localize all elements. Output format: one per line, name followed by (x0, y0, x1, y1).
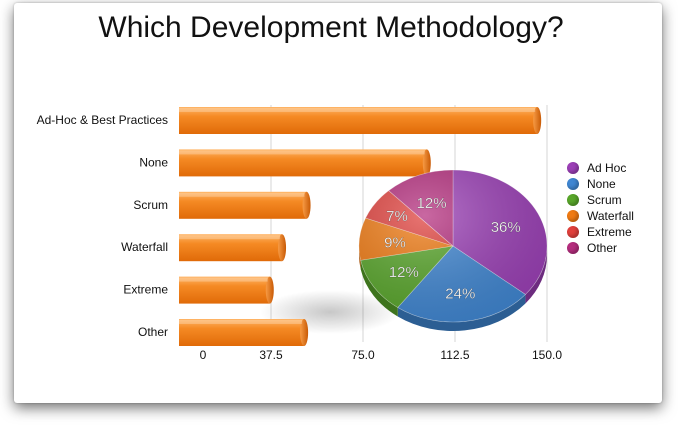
category-label: Waterfall (121, 240, 168, 254)
pie-chart (358, 169, 548, 331)
x-tick-label: 112.5 (440, 348, 469, 362)
pie-percent-label: 9% (384, 235, 406, 252)
legend-label: Scrum (587, 193, 622, 207)
bar-highlight (179, 320, 303, 324)
pie-percent-label: 24% (445, 286, 475, 303)
x-tick-label: 75.0 (351, 348, 375, 362)
bar-body (179, 149, 427, 177)
pie-percent-label: 12% (389, 264, 419, 281)
legend-entry: None (567, 176, 634, 192)
legend-swatch (567, 178, 579, 190)
bar (179, 191, 311, 219)
pie-percent-label: 7% (386, 208, 408, 225)
bar-cap (300, 319, 309, 346)
legend-label: None (587, 177, 616, 191)
legend-swatch (567, 210, 579, 222)
pie-percent-label: 12% (417, 195, 447, 212)
bar-cap (265, 276, 274, 304)
legend-entry: Extreme (567, 224, 634, 240)
pie-slice-side (360, 260, 398, 317)
bar-cap (533, 107, 542, 134)
bar-body (179, 107, 538, 134)
pie-legend: Ad Hoc None Scrum Waterfall Extreme Other (567, 160, 634, 256)
bar-cap (278, 234, 287, 262)
legend-swatch (567, 194, 579, 206)
pie-gloss (359, 170, 547, 322)
bar (179, 276, 274, 304)
category-label: Other (138, 325, 168, 339)
legend-swatch (567, 162, 579, 174)
legend-entry: Other (567, 240, 634, 256)
bar-body (179, 191, 307, 219)
bar (179, 234, 287, 262)
bar-highlight (179, 277, 268, 282)
x-tick-label: 150.0 (532, 348, 562, 362)
category-label: None (139, 155, 168, 169)
legend-label: Ad Hoc (587, 161, 627, 175)
chart-card: Which Development Methodology? (14, 3, 662, 403)
bar-highlight (179, 192, 305, 197)
bar-body (179, 276, 270, 304)
category-label: Scrum (133, 198, 168, 212)
bar-highlight (179, 108, 536, 112)
legend-label: Waterfall (587, 209, 634, 223)
bar-highlight (179, 235, 281, 240)
bar (179, 319, 309, 346)
x-axis-tick-labels: 0 37.5 75.0 112.5 150.0 (200, 348, 563, 362)
legend-label: Other (587, 241, 618, 255)
legend-swatch (567, 242, 579, 254)
category-label: Extreme (123, 283, 168, 297)
bar-highlight (179, 150, 425, 155)
legend-label: Extreme (587, 225, 632, 239)
bar (179, 149, 431, 177)
legend-entry: Scrum (567, 192, 634, 208)
chart-title: Which Development Methodology? (98, 11, 564, 44)
legend-entry: Ad Hoc (567, 160, 634, 176)
bar-cap (302, 191, 311, 219)
bar (179, 107, 542, 134)
legend-swatch (567, 226, 579, 238)
legend-entry: Waterfall (567, 208, 634, 224)
category-labels: Ad-Hoc & Best Practices None Scrum Waterfal… (37, 113, 169, 339)
pie-percent-labels: 36% 24% 12% 9% 7% 12% (384, 195, 521, 303)
pie-slice-side (397, 294, 526, 331)
bar-body (179, 319, 305, 346)
x-tick-label: 0 (200, 348, 207, 362)
pie-percent-label: 36% (491, 219, 521, 236)
bar-body (179, 234, 283, 262)
category-label: Ad-Hoc & Best Practices (37, 113, 168, 127)
bar-cap (422, 149, 431, 177)
x-tick-label: 37.5 (259, 348, 283, 362)
bar-series (179, 107, 542, 346)
